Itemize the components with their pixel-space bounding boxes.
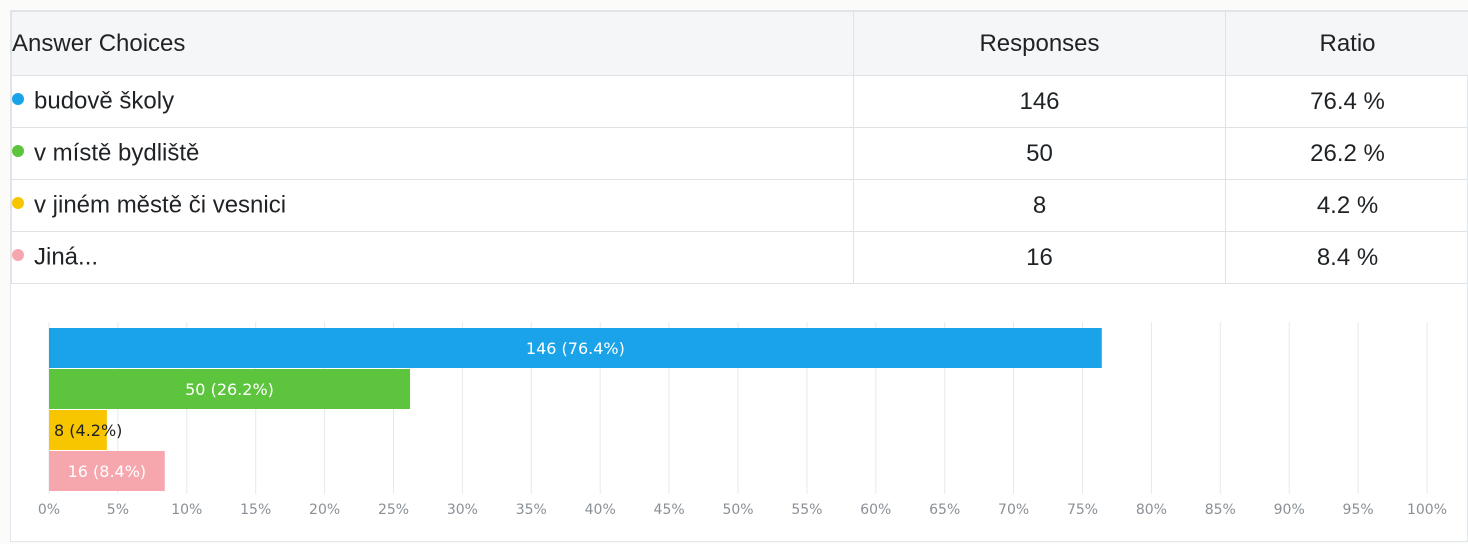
table-row: v místě bydliště 50 26.2 % xyxy=(11,127,1468,180)
x-tick-label: 0% xyxy=(38,502,60,518)
series-color-dot-icon xyxy=(12,144,24,157)
ratio-cell: 8.4 % xyxy=(1225,231,1468,284)
x-tick-label: 40% xyxy=(585,502,616,518)
series-color-dot-icon xyxy=(12,92,24,105)
answer-choice-cell: Jiná... xyxy=(11,231,854,284)
bar xyxy=(49,328,1102,368)
x-tick-label: 95% xyxy=(1343,502,1374,518)
x-tick-label: 5% xyxy=(107,502,129,518)
series-color-dot-icon xyxy=(12,196,24,209)
header-responses[interactable]: Responses xyxy=(853,11,1226,76)
bar-data-label: 50 (26.2%) xyxy=(185,380,274,399)
x-tick-label: 35% xyxy=(516,502,547,518)
header-answer-choices[interactable]: Answer Choices xyxy=(11,11,854,76)
table-row: v jiném městě či vesnici 8 4.2 % xyxy=(11,179,1468,232)
bar xyxy=(49,369,411,409)
results-table: Answer Choices Responses Ratio budově šk… xyxy=(11,11,1468,284)
x-tick-label: 70% xyxy=(998,502,1029,518)
responses-cell: 16 xyxy=(853,231,1226,284)
x-tick-label: 15% xyxy=(240,502,271,518)
bar xyxy=(49,410,107,450)
x-tick-label: 75% xyxy=(1067,502,1098,518)
x-tick-label: 50% xyxy=(722,502,753,518)
x-tick-label: 55% xyxy=(791,502,822,518)
x-tick-label: 80% xyxy=(1136,502,1167,518)
header-ratio[interactable]: Ratio xyxy=(1225,11,1468,76)
bar xyxy=(49,451,165,491)
answer-choice-cell: v místě bydliště xyxy=(11,127,854,180)
x-tick-label: 25% xyxy=(378,502,409,518)
x-tick-label: 10% xyxy=(171,502,202,518)
bar-data-label: 16 (8.4%) xyxy=(68,462,147,481)
answer-choice-label: v jiném městě či vesnici xyxy=(34,191,287,219)
x-tick-label: 30% xyxy=(447,502,478,518)
answer-choice-label: Jiná... xyxy=(34,243,99,271)
answer-choice-cell: budově školy xyxy=(11,75,854,128)
answer-choice-label: v místě bydliště xyxy=(34,139,200,167)
x-tick-label: 60% xyxy=(860,502,891,518)
responses-cell: 8 xyxy=(853,179,1226,232)
ratio-cell: 76.4 % xyxy=(1225,75,1468,128)
answer-choice-label: budově školy xyxy=(34,87,175,115)
x-tick-label: 65% xyxy=(929,502,960,518)
x-tick-label: 20% xyxy=(309,502,340,518)
series-color-dot-icon xyxy=(12,248,24,261)
table-row: Jiná... 16 8.4 % xyxy=(11,231,1468,284)
ratio-cell: 26.2 % xyxy=(1225,127,1468,180)
ratio-cell: 4.2 % xyxy=(1225,179,1468,232)
x-tick-label: 100% xyxy=(1407,502,1447,518)
results-card: Answer Choices Responses Ratio budově šk… xyxy=(10,10,1468,542)
x-tick-label: 85% xyxy=(1205,502,1236,518)
bar-data-label: 146 (76.4%) xyxy=(526,339,625,358)
table-row: budově školy 146 76.4 % xyxy=(11,75,1468,128)
x-tick-label: 45% xyxy=(654,502,685,518)
bar-data-label: 8 (4.2%) xyxy=(54,421,122,440)
x-tick-label: 90% xyxy=(1274,502,1305,518)
table-header-row: Answer Choices Responses Ratio xyxy=(11,11,1468,76)
answer-choice-cell: v jiném městě či vesnici xyxy=(11,179,854,232)
